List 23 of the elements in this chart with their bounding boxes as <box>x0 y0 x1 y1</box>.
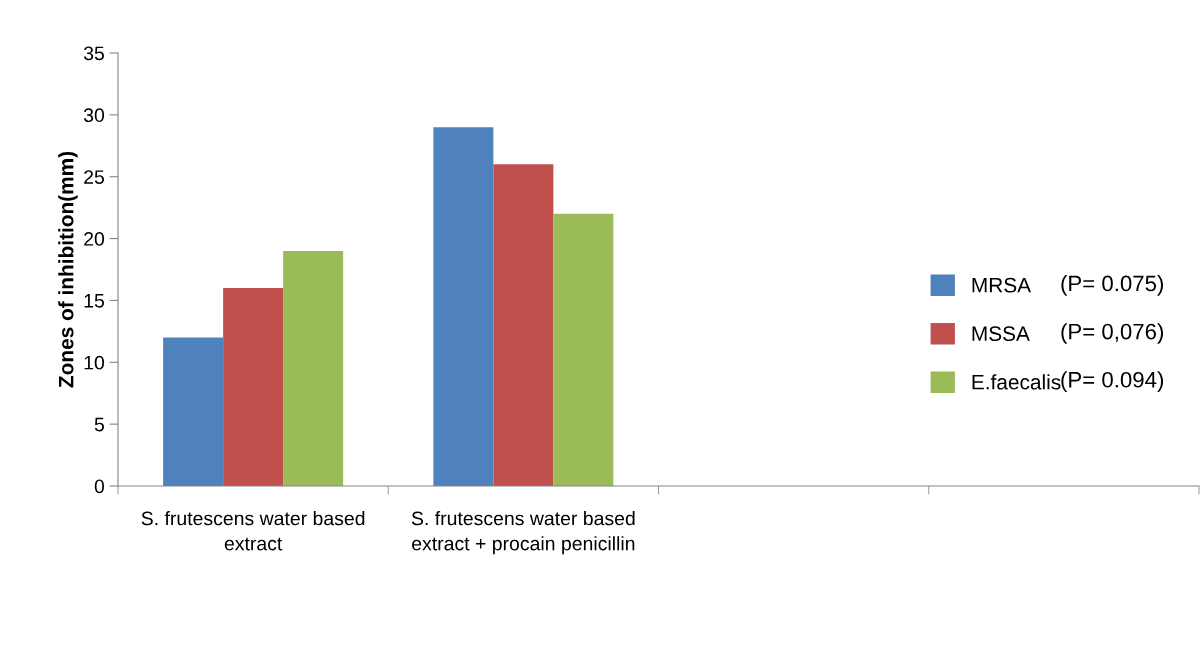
y-tick-label: 10 <box>84 355 105 370</box>
annotation: (P= 0,076) <box>1061 323 1163 344</box>
y-tick-label: 15 <box>84 294 104 308</box>
x-tick-label: S. frutescens water based extract <box>141 511 365 551</box>
bar <box>433 127 494 486</box>
annotation: (P= 0.075) <box>1061 274 1163 296</box>
legend-label: MRSA <box>972 277 1032 293</box>
y-tick-label: 35 <box>83 46 104 61</box>
y-tick-label: 5 <box>94 417 104 432</box>
bar <box>223 288 284 486</box>
bar <box>283 250 344 486</box>
bar <box>163 337 224 486</box>
annotation: (P= 0.094) <box>1061 371 1163 393</box>
bar <box>553 213 614 486</box>
y-tick-label: 25 <box>84 170 104 184</box>
y-axis-title: Zones of inhibition(mm) <box>58 151 78 388</box>
bar <box>493 164 554 486</box>
y-tick-label: 20 <box>84 232 105 246</box>
y-tick-label: 0 <box>94 479 105 494</box>
legend-label: E.faecalis <box>972 374 1061 390</box>
y-tick-label: 30 <box>83 108 105 123</box>
legend-label: MSSA <box>972 326 1030 342</box>
x-tick-label: S. frutescens water based extract + procain penicillin <box>411 511 635 555</box>
